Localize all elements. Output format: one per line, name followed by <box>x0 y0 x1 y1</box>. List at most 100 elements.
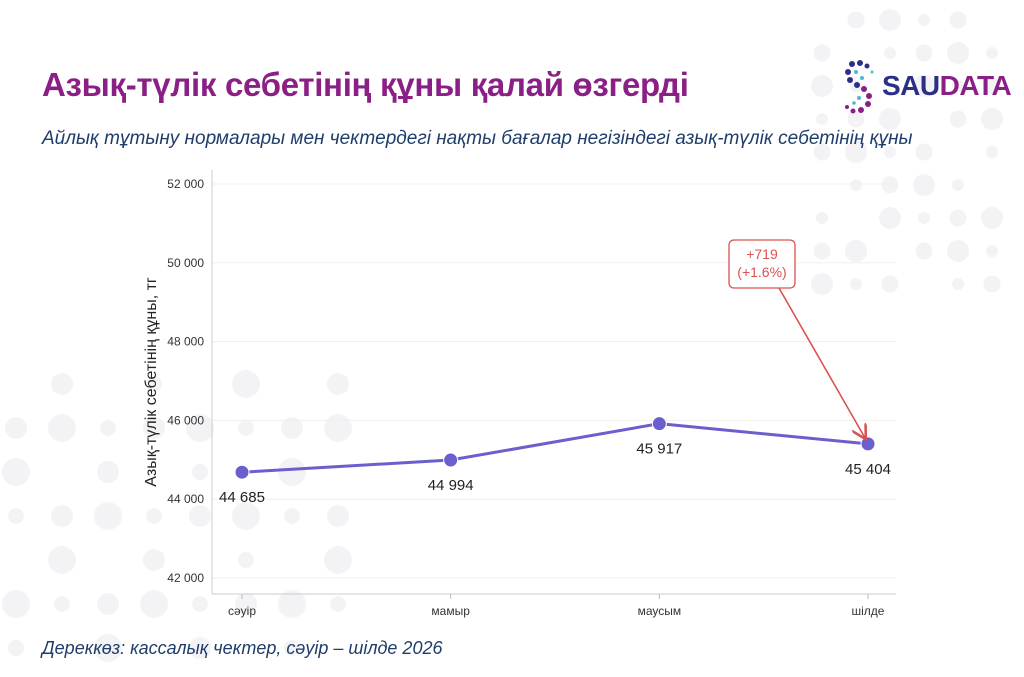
decor-dot <box>986 245 998 257</box>
decor-dot <box>913 75 935 97</box>
decor-dot <box>94 634 122 662</box>
decor-dot <box>884 146 896 158</box>
decor-dot <box>881 176 899 194</box>
decor-dot <box>94 502 122 530</box>
decor-dot <box>881 275 899 293</box>
data-label: 44 994 <box>428 477 474 494</box>
y-tick-label: 52 000 <box>167 177 204 191</box>
decor-dot <box>915 44 933 62</box>
decor-dot <box>949 110 967 128</box>
decor-dot <box>915 143 933 161</box>
decor-dot <box>850 179 862 191</box>
y-tick-labels: 42 000 44 000 46 000 48 000 50 000 52 000 <box>167 177 204 585</box>
decor-dot <box>51 505 73 527</box>
decor-dot <box>983 275 1001 293</box>
decor-dot <box>232 370 260 398</box>
decor-dot <box>232 502 260 530</box>
decor-dot <box>324 546 352 574</box>
x-tick-labels: сәуір мамыр маусым шілде <box>228 594 885 618</box>
decor-dot <box>284 640 300 656</box>
decor-dot <box>327 505 349 527</box>
decor-dot <box>8 640 24 656</box>
decor-dot <box>189 505 211 527</box>
decor-dot <box>54 596 70 612</box>
annotation-change-percent: (+1.6%) <box>737 264 786 280</box>
page-title: Азық-түлік себетінің құны қалай өзгерді <box>42 66 689 103</box>
decor-dot <box>981 207 1003 229</box>
decor-dot <box>981 108 1003 130</box>
decor-dot <box>281 417 303 439</box>
series-line <box>241 422 869 474</box>
decor-dot <box>48 414 76 442</box>
decor-dot <box>235 593 257 615</box>
decor-dot <box>949 11 967 29</box>
decor-dot <box>952 179 964 191</box>
logo-icon <box>845 60 874 114</box>
series-line-group: 44 685 44 994 45 917 45 404 <box>219 416 891 506</box>
decor-dot <box>2 590 30 618</box>
y-tick-label: 48 000 <box>167 335 204 349</box>
decor-dot <box>97 461 119 483</box>
decor-dot <box>186 414 214 442</box>
decor-dot <box>879 108 901 130</box>
y-tick-label: 50 000 <box>167 256 204 270</box>
annotation-arrow <box>778 287 865 438</box>
data-point <box>860 436 876 452</box>
decor-dot <box>816 212 828 224</box>
decor-dot <box>284 508 300 524</box>
decor-dot <box>143 549 165 571</box>
decor-dot <box>986 146 998 158</box>
y-axis-label: Азық-түлік себетінің құны, тг <box>143 277 160 487</box>
logo-wordmark: SAUDATA <box>882 70 1012 101</box>
decor-dot <box>816 113 828 125</box>
decor-dot <box>847 11 865 29</box>
x-tick-label: шілде <box>852 604 885 618</box>
decor-dot <box>327 373 349 395</box>
change-annotation: +719 (+1.6%) <box>728 239 865 438</box>
decor-dot <box>5 417 27 439</box>
decor-dot <box>949 209 967 227</box>
decor-dot <box>140 590 168 618</box>
x-tick-label: маусым <box>638 604 682 618</box>
decor-dot <box>189 637 211 659</box>
y-tick-label: 42 000 <box>167 571 204 585</box>
decor-dot <box>146 508 162 524</box>
decor-dot <box>97 593 119 615</box>
decor-dot <box>947 240 969 262</box>
decor-dot <box>952 80 964 92</box>
decor-dot <box>845 141 867 163</box>
decor-dot <box>879 9 901 31</box>
decor-dot <box>278 458 306 486</box>
decor-dot <box>238 552 254 568</box>
data-label: 45 917 <box>636 441 682 458</box>
decor-dot <box>192 596 208 612</box>
decor-dot <box>324 414 352 442</box>
decor-dot <box>947 42 969 64</box>
decor-dot <box>913 174 935 196</box>
decor-dot <box>850 278 862 290</box>
decor-dot <box>986 47 998 59</box>
decor-dot <box>330 596 346 612</box>
data-point <box>651 416 667 432</box>
decor-dot <box>915 242 933 260</box>
decor-dot <box>918 14 930 26</box>
decor-dot <box>51 373 73 395</box>
decor-dot <box>143 417 165 439</box>
data-source-note: Дереккөз: кассалық чектер, сәуір – шілде… <box>42 638 443 658</box>
decor-dot <box>983 77 1001 95</box>
decor-dot <box>811 273 833 295</box>
data-label: 44 685 <box>219 489 265 506</box>
x-tick-label: сәуір <box>228 604 256 618</box>
decor-dot <box>48 546 76 574</box>
decor-dot <box>879 207 901 229</box>
decor-dot <box>146 376 162 392</box>
decor-dot <box>845 240 867 262</box>
y-tick-label: 46 000 <box>167 413 204 427</box>
decor-dot <box>100 420 116 436</box>
decor-dot <box>884 47 896 59</box>
decor-dot <box>847 110 865 128</box>
data-point <box>443 452 459 468</box>
decor-dot <box>811 75 833 97</box>
